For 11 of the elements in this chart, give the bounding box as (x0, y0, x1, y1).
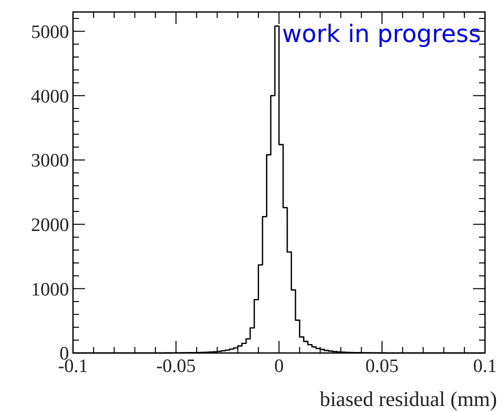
x-tick-label: 0.05 (365, 356, 399, 377)
y-tick-label: 4000 (31, 86, 69, 108)
y-tick-label: 2000 (31, 214, 69, 236)
x-tick-label: -0.05 (156, 356, 196, 377)
annotation: work in progress (282, 20, 481, 48)
x-axis-title: biased residual (mm) (320, 387, 498, 411)
y-tick-label: 1000 (31, 279, 69, 300)
y-tick-label: 3000 (31, 150, 69, 172)
x-tick-label: 0.1 (473, 356, 497, 377)
y-tick-label: 5000 (31, 22, 69, 43)
x-tick-label: 0 (274, 356, 284, 377)
